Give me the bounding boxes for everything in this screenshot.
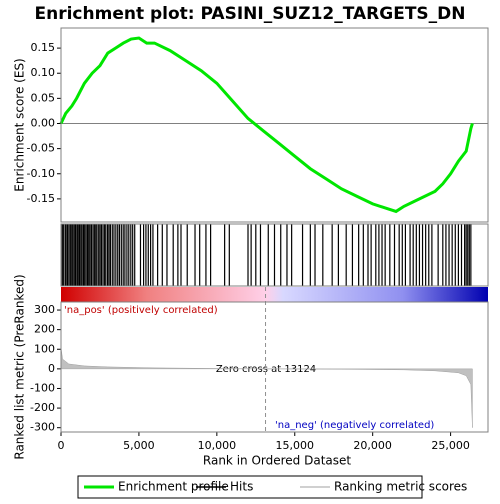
y-tick-label: 0.15 — [31, 41, 56, 54]
y-tick-label: -200 — [30, 401, 55, 414]
legend-label: Ranking metric scores — [334, 480, 467, 494]
legend-label: Hits — [230, 480, 253, 494]
y-tick-label: -100 — [30, 381, 55, 394]
x-axis-label: Rank in Ordered Dataset — [203, 454, 351, 468]
y-tick-label: 0.10 — [31, 66, 56, 79]
legend — [77, 475, 423, 499]
x-tick-label: 10,000 — [198, 439, 237, 452]
y-axis-label: Ranked list metric (PreRanked) — [13, 274, 27, 459]
y-tick-label: 300 — [34, 303, 55, 316]
y-tick-label: 0.00 — [31, 116, 56, 129]
y-tick-label: 0.05 — [31, 91, 56, 104]
y-tick-label: -0.10 — [27, 167, 55, 180]
y-axis-label: Enrichment score (ES) — [13, 58, 27, 191]
panel-frame — [60, 223, 489, 287]
rank-heat-bar — [61, 287, 488, 302]
y-tick-label: -0.05 — [27, 142, 55, 155]
x-tick-label: 5,000 — [123, 439, 155, 452]
x-tick-label: 15,000 — [276, 439, 315, 452]
y-tick-label: -300 — [30, 421, 55, 434]
annotation: Zero cross at 13124 — [216, 364, 316, 375]
annotation: 'na_pos' (positively correlated) — [64, 305, 218, 316]
metric-area — [60, 347, 473, 428]
panel-frame — [60, 301, 489, 433]
y-tick-label: -0.15 — [27, 192, 55, 205]
legend-label: Enrichment profile — [118, 480, 229, 494]
es-line — [59, 36, 474, 214]
y-tick-label: 100 — [34, 342, 55, 355]
y-tick-label: 200 — [34, 323, 55, 336]
x-tick-label: 20,000 — [353, 439, 392, 452]
annotation: 'na_neg' (negatively correlated) — [275, 420, 434, 431]
panel-frame — [60, 27, 489, 223]
y-tick-label: 0 — [48, 362, 55, 375]
x-tick-label: 25,000 — [431, 439, 470, 452]
x-tick-label: 0 — [58, 439, 65, 452]
chart-title: Enrichment plot: PASINI_SUZ12_TARGETS_DN — [35, 4, 466, 24]
